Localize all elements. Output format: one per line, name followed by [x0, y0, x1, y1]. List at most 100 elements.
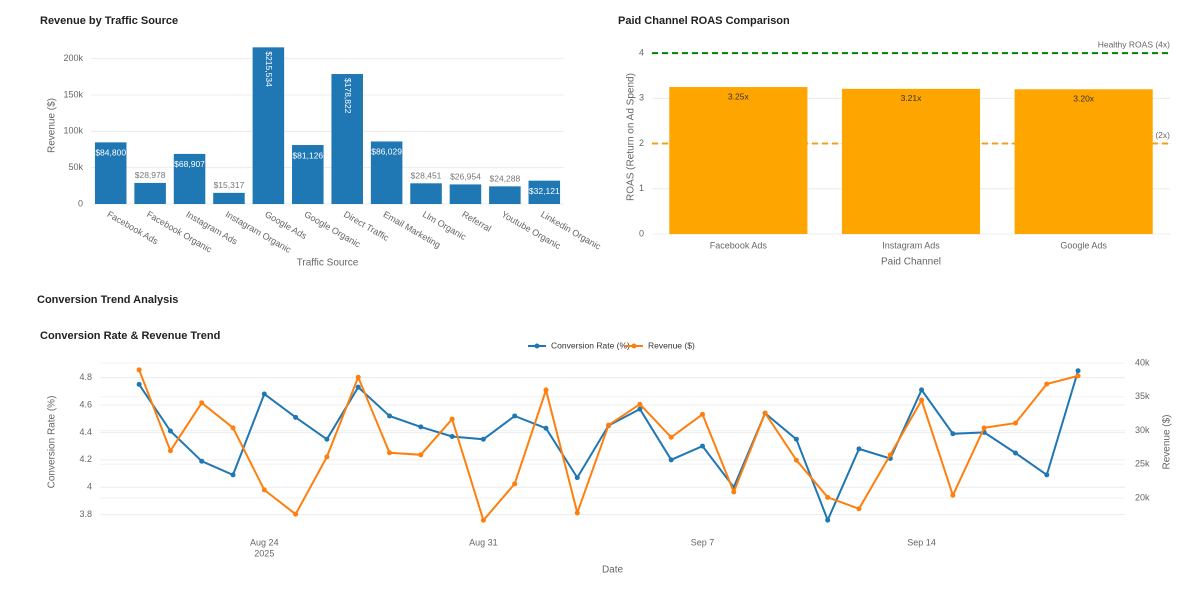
series-point [230, 425, 236, 431]
bar [841, 88, 981, 234]
x-tick-year: 2025 [254, 548, 274, 558]
x-tick-label: Sep 7 [691, 537, 715, 547]
x-tick-label: Aug 31 [469, 537, 498, 547]
series-point [919, 387, 925, 393]
y-tick-label: 4.6 [79, 399, 92, 409]
series-point [1012, 420, 1018, 426]
series-point [167, 448, 173, 454]
series-point [1044, 472, 1050, 478]
y-tick-label: 4.2 [79, 454, 92, 464]
series-point [324, 436, 330, 442]
y2-tick-label: 35k [1135, 391, 1150, 401]
series-point [480, 436, 486, 442]
series-point [668, 434, 674, 440]
legend-dot [631, 343, 637, 349]
series-point [543, 425, 549, 431]
x-axis-title: Paid Channel [881, 257, 941, 268]
series-point [825, 517, 831, 523]
value-label: $215,534 [264, 51, 274, 87]
bar [528, 180, 561, 204]
series-point [919, 397, 925, 403]
series-point [512, 481, 518, 487]
series-point [480, 517, 486, 523]
series-point [950, 492, 956, 498]
chart-title: Revenue by Traffic Source [40, 15, 178, 27]
value-label: $68,907 [174, 159, 205, 169]
series-point [449, 434, 455, 440]
series-point [293, 414, 299, 420]
series-point [950, 431, 956, 437]
bar [489, 186, 521, 204]
series-point [1012, 450, 1018, 456]
series-point [1075, 373, 1081, 379]
y-tick-label: 3 [639, 93, 644, 103]
y-tick-label: 4 [639, 47, 644, 57]
y-tick-label: 100k [63, 126, 83, 136]
value-label: $81,126 [292, 150, 323, 160]
chart-title: Paid Channel ROAS Comparison [618, 15, 790, 27]
value-label: $26,954 [450, 172, 481, 182]
series-point [762, 410, 768, 416]
y-tick-label: 50k [68, 162, 83, 172]
y-tick-label: 4.8 [79, 372, 92, 382]
series-point [1075, 368, 1081, 374]
value-label: $15,317 [214, 180, 245, 190]
value-label: $32,121 [529, 186, 560, 196]
y-axis-title: Conversion Rate (%) [47, 396, 58, 489]
y-tick-label: 1 [639, 183, 644, 193]
series-point [199, 458, 205, 464]
bar [449, 184, 482, 204]
series-point [668, 457, 674, 463]
series-point [418, 452, 424, 458]
series-point [887, 452, 893, 458]
value-label: 3.21x [901, 93, 923, 103]
y-tick-label: 4.4 [79, 427, 92, 437]
series-point [355, 374, 361, 380]
legend-label: Conversion Rate (%) [551, 340, 630, 350]
series-point [355, 384, 361, 390]
bar [331, 74, 363, 205]
series-point [793, 457, 799, 463]
bar [94, 142, 127, 204]
series-point [387, 450, 393, 456]
section-title: Conversion Trend Analysis [37, 294, 178, 306]
value-label: $86,029 [371, 147, 402, 157]
series-point [1044, 381, 1050, 387]
series-point [574, 475, 580, 481]
bar [669, 87, 808, 234]
y2-tick-label: 30k [1135, 425, 1150, 435]
value-label: 3.20x [1073, 94, 1095, 104]
series-point [856, 506, 862, 512]
series-point [230, 472, 236, 478]
x-tick-label: Referral [460, 209, 493, 234]
series-point [637, 401, 643, 407]
x-tick-label: Facebook Organic [145, 209, 214, 255]
series-point [699, 443, 705, 449]
series-point [699, 411, 705, 417]
series-point [512, 413, 518, 419]
series-point [856, 446, 862, 452]
series-point [261, 487, 267, 493]
x-axis-title: Date [602, 565, 624, 576]
series-point [261, 391, 267, 397]
value-label: $28,451 [411, 171, 442, 181]
x-tick-label: Instagram Organic [224, 209, 294, 255]
bar [213, 192, 245, 204]
x-tick-label: Instagram Ads [882, 240, 940, 250]
y2-tick-label: 20k [1135, 492, 1150, 502]
bar [1014, 89, 1153, 234]
y-tick-label: 3.8 [79, 509, 92, 519]
bar [173, 153, 206, 204]
value-label: $24,288 [490, 174, 521, 184]
series-point [293, 511, 299, 517]
series-point [324, 454, 330, 460]
x-tick-label: Facebook Ads [710, 240, 768, 250]
y2-tick-label: 25k [1135, 459, 1150, 469]
y-tick-label: 0 [639, 228, 644, 238]
series-point [543, 387, 549, 393]
series-point [136, 367, 142, 373]
series-point [793, 436, 799, 442]
y-axis-title: Revenue ($) [47, 98, 58, 153]
y-tick-label: 0 [78, 198, 83, 208]
